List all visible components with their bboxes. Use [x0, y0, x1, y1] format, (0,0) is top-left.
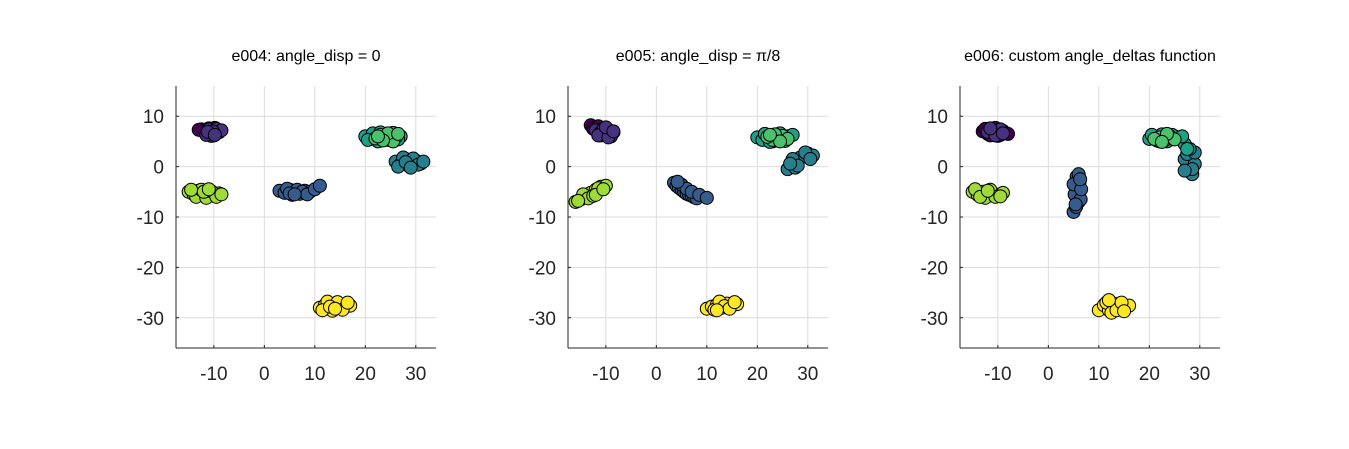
- series-3: [272, 178, 327, 202]
- data-point: [983, 121, 998, 136]
- data-point: [403, 160, 418, 175]
- data-point: [596, 182, 611, 197]
- data-point: [391, 126, 406, 141]
- data-point: [699, 190, 714, 205]
- series-6: [1147, 126, 1182, 149]
- y-tick-label: 0: [153, 158, 164, 179]
- data-point: [709, 303, 724, 318]
- data-point: [287, 187, 302, 202]
- data-point: [328, 301, 343, 316]
- series-4: [388, 150, 431, 175]
- panel-title: e005: angle_disp = π/8: [616, 48, 781, 65]
- data-point: [1177, 163, 1192, 178]
- y-tick-label: -10: [137, 208, 164, 229]
- series-3: [1066, 167, 1089, 219]
- data-point: [1073, 172, 1088, 187]
- series-2: [588, 120, 621, 145]
- data-point: [606, 124, 621, 139]
- data-point: [993, 189, 1008, 204]
- data-point: [201, 182, 216, 197]
- x-tick-label: 10: [696, 364, 717, 385]
- x-tick-label: -10: [200, 364, 227, 385]
- y-tick-label: -10: [529, 208, 556, 229]
- data-point: [184, 182, 199, 197]
- data-point: [571, 193, 586, 208]
- data-point: [207, 127, 222, 142]
- y-tick-label: 0: [937, 158, 948, 179]
- panel-title: e004: angle_disp = 0: [231, 48, 380, 65]
- series-6: [368, 126, 406, 149]
- panel-3: -10 0 10 20 30 10 0 -10 -20 -30 e006: custom angle…: [921, 48, 1220, 385]
- x-tick-label: 30: [1189, 364, 1210, 385]
- series-2: [199, 121, 229, 143]
- x-tick-label: 10: [1088, 364, 1109, 385]
- series-8: [1091, 293, 1137, 320]
- x-tick-label: 20: [1139, 364, 1160, 385]
- x-tick-label: 0: [651, 364, 662, 385]
- data-point: [727, 295, 742, 310]
- data-point: [773, 134, 788, 149]
- series-4: [780, 145, 820, 177]
- data-point: [995, 126, 1010, 141]
- series-8: [312, 294, 358, 318]
- panel-title: e006: custom angle_deltas function: [964, 48, 1216, 65]
- y-tick-label: -20: [921, 258, 948, 279]
- data-point: [1117, 304, 1132, 319]
- data-point: [1180, 141, 1195, 156]
- x-tick-label: 10: [304, 364, 325, 385]
- data-point: [416, 154, 431, 169]
- series-7: [181, 182, 229, 205]
- series-3: [667, 174, 714, 206]
- panel-2: -10 0 10 20 30 10 0 -10 -20 -30 e005: angle_disp =…: [529, 48, 828, 385]
- x-tick-label: 30: [405, 364, 426, 385]
- data-point: [783, 156, 798, 171]
- x-tick-label: 20: [355, 364, 376, 385]
- data-point: [1068, 197, 1083, 212]
- series-7: [568, 178, 613, 209]
- data-point: [312, 178, 327, 193]
- y-tick-label: -30: [921, 309, 948, 330]
- data-point: [214, 187, 229, 202]
- data-point: [803, 152, 818, 167]
- y-tick-label: -20: [529, 258, 556, 279]
- x-tick-label: 0: [259, 364, 270, 385]
- data-point: [370, 129, 385, 144]
- y-tick-label: -10: [921, 208, 948, 229]
- data-point: [1154, 134, 1169, 149]
- y-tick-label: 10: [927, 107, 948, 128]
- data-point: [762, 127, 777, 142]
- y-tick-label: 10: [535, 107, 556, 128]
- panel-1: -10 0 10 20 30 10 0 -10 -20 -30 e004: angle_disp =…: [137, 48, 436, 385]
- y-tick-label: 10: [143, 107, 164, 128]
- x-tick-label: 0: [1043, 364, 1054, 385]
- x-tick-label: -10: [592, 364, 619, 385]
- data-point: [340, 295, 355, 310]
- series-8: [699, 294, 745, 318]
- data-point: [670, 174, 685, 189]
- series-7: [965, 182, 1010, 205]
- data-point: [1101, 293, 1116, 308]
- y-tick-label: 0: [545, 158, 556, 179]
- data-point: [980, 183, 995, 198]
- x-tick-label: -10: [984, 364, 1011, 385]
- y-tick-label: -20: [137, 258, 164, 279]
- x-tick-label: 20: [747, 364, 768, 385]
- x-tick-label: 30: [797, 364, 818, 385]
- series-6: [760, 127, 795, 149]
- y-tick-label: -30: [529, 309, 556, 330]
- series-2: [980, 121, 1010, 143]
- y-tick-label: -30: [137, 309, 164, 330]
